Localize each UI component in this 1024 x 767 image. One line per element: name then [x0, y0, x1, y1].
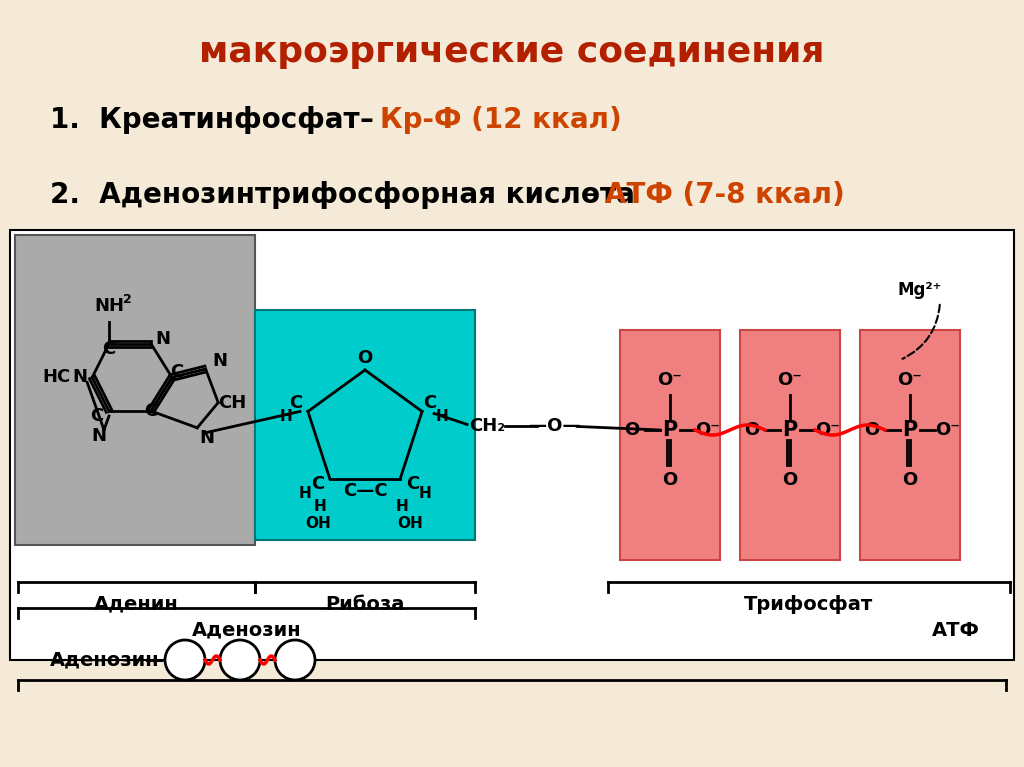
Bar: [15, 235, 255, 545]
Text: N: N: [73, 368, 88, 387]
Text: макроэргические соединения: макроэргические соединения: [200, 35, 824, 69]
Text: 1.  Креатинфосфат: 1. Креатинфосфат: [50, 106, 370, 134]
Text: N: N: [156, 330, 171, 347]
Text: C: C: [170, 364, 183, 381]
Text: Кр-Ф (12 ккал): Кр-Ф (12 ккал): [380, 106, 622, 134]
Text: C: C: [406, 475, 419, 492]
Text: P: P: [178, 651, 191, 669]
Text: O: O: [744, 421, 760, 439]
Circle shape: [275, 640, 315, 680]
Text: O⁻: O⁻: [815, 421, 841, 439]
Text: O⁻: O⁻: [936, 421, 961, 439]
Text: H: H: [419, 486, 432, 501]
Text: OH: OH: [305, 516, 331, 531]
Text: P: P: [663, 420, 678, 440]
Circle shape: [165, 640, 205, 680]
Text: –: –: [585, 185, 604, 205]
Text: O⁻: O⁻: [777, 371, 803, 389]
Bar: [255, 310, 475, 540]
Text: N: N: [212, 352, 227, 370]
Text: N: N: [91, 427, 106, 445]
Text: C: C: [102, 340, 116, 357]
Text: C: C: [424, 394, 436, 413]
Text: –: –: [360, 106, 384, 134]
Text: P: P: [289, 651, 301, 669]
Text: C: C: [311, 475, 325, 492]
Text: Аденин: Аденин: [94, 594, 179, 614]
Text: 2: 2: [123, 293, 131, 306]
Text: O: O: [782, 471, 798, 489]
Text: H: H: [298, 486, 311, 501]
Text: O: O: [663, 471, 678, 489]
Bar: [620, 330, 720, 560]
Bar: [860, 330, 961, 560]
Text: OH: OH: [397, 516, 423, 531]
Text: Рибоза: Рибоза: [326, 594, 404, 614]
Text: 2.  Аденозинтрифосфорная кислота: 2. Аденозинтрифосфорная кислота: [50, 181, 644, 209]
Text: H: H: [396, 499, 409, 514]
Text: АТФ (7-8 ккал): АТФ (7-8 ккал): [605, 181, 845, 209]
Text: Аденозин: Аденозин: [50, 650, 160, 670]
Text: O: O: [864, 421, 880, 439]
Bar: [10, 230, 1014, 660]
Text: Трифосфат: Трифосфат: [744, 594, 873, 614]
Text: O⁻: O⁻: [695, 421, 721, 439]
Text: O: O: [625, 421, 640, 439]
Text: H: H: [435, 409, 449, 424]
Text: C—C: C—C: [343, 482, 387, 499]
Text: Аденозин: Аденозин: [191, 621, 301, 640]
Text: NH: NH: [94, 297, 124, 314]
Text: —O—: —O—: [529, 417, 581, 436]
Text: HC: HC: [42, 368, 71, 387]
Circle shape: [220, 640, 260, 680]
Bar: [740, 330, 840, 560]
Text: N: N: [200, 429, 215, 447]
Text: O: O: [902, 471, 918, 489]
Text: C: C: [290, 394, 302, 413]
Text: P: P: [782, 420, 798, 440]
Text: —: —: [145, 650, 165, 670]
Text: C: C: [90, 407, 103, 425]
Text: O⁻: O⁻: [898, 371, 923, 389]
Text: O: O: [357, 349, 373, 367]
Text: O⁻: O⁻: [657, 371, 682, 389]
Text: АТФ: АТФ: [932, 621, 980, 640]
Text: Mg²⁺: Mg²⁺: [898, 281, 942, 299]
Text: CH₂: CH₂: [469, 417, 505, 436]
Text: CH: CH: [218, 393, 247, 412]
Text: H: H: [313, 499, 326, 514]
Text: C: C: [144, 402, 158, 420]
Text: P: P: [902, 420, 918, 440]
Text: H: H: [280, 409, 292, 424]
Text: P: P: [233, 651, 247, 669]
